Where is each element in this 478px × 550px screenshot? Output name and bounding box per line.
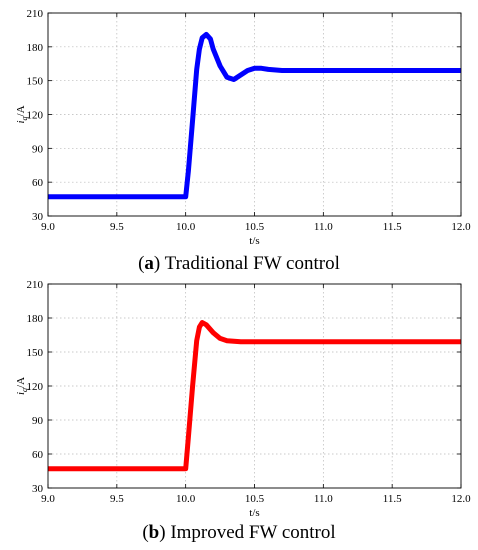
x-axis-label: t/s [249,507,259,519]
x-tick-label: 11.0 [314,221,333,233]
y-axis-label: iq/A [15,377,29,395]
caption-b-text: Improved FW control [170,522,336,543]
y-axis-label-unit: /A [15,377,27,388]
y-axis-label-sub: q [20,388,29,392]
y-axis-label-main: i [15,120,27,123]
y-tick-label: 150 [27,347,44,359]
chart-a: 9.0 9.5 10.0 10.5 11.0 11.5 12.0 30 60 90 120 150 18… [15,8,471,247]
y-axis-label: iq/A [15,105,29,123]
y-tick-label: 120 [27,381,44,393]
y-axis-label-main: i [15,392,27,395]
y-tick-label: 30 [32,483,44,495]
x-tick-label: 11.5 [383,493,402,505]
x-axis-label: t/s [249,235,259,247]
x-tick-label: 9.5 [110,221,124,233]
chart-b: 9.0 9.5 10.0 10.5 11.0 11.5 12.0 30 60 90 120 150 18… [15,279,471,519]
x-tick-label: 10.0 [176,221,196,233]
y-tick-label: 90 [32,143,44,155]
y-tick-label: 210 [27,279,44,291]
caption-b: (b) Improved FW control [142,522,336,543]
series-line [48,31,461,200]
caption-a: (a) Traditional FW control [138,253,340,274]
y-tick-label: 150 [27,76,44,88]
x-tick-label: 10.0 [176,493,196,505]
x-tick-label: 9.5 [110,493,124,505]
y-axis-label-sub: q [20,116,29,120]
y-tick-label: 180 [27,313,44,325]
caption-a-letter: a [144,253,154,274]
x-tick-label: 12.0 [451,493,471,505]
y-tick-label: 210 [27,8,44,20]
caption-b-letter: b [148,522,160,543]
y-tick-label: 60 [32,177,44,189]
x-tick-label: 11.5 [383,221,402,233]
caption-a-text: Traditional FW control [164,253,340,274]
x-tick-label: 9.0 [41,221,55,233]
y-tick-label: 120 [27,110,44,122]
y-tick-label: 60 [32,449,44,461]
x-tick-label: 12.0 [451,221,471,233]
y-tick-label: 30 [32,211,44,223]
series-line [48,320,461,472]
y-axis-label-unit: /A [15,105,27,116]
x-tick-label: 10.5 [245,221,265,233]
x-tick-label: 11.0 [314,493,333,505]
x-tick-label: 9.0 [41,493,55,505]
x-tick-label: 10.5 [245,493,265,505]
y-tick-label: 180 [27,42,44,54]
y-tick-label: 90 [32,415,44,427]
